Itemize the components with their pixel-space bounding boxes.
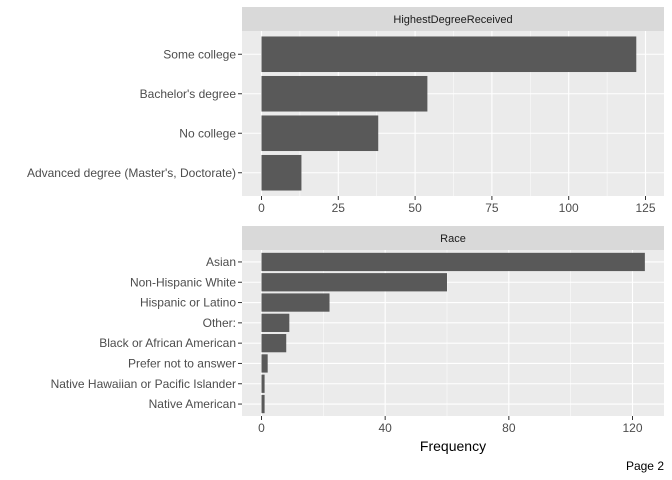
- x-tick-label-race: 40: [378, 421, 392, 435]
- x-tick-label-degree: 100: [559, 201, 579, 215]
- facet-title-degree: HighestDegreeReceived: [393, 14, 512, 26]
- page-number-label: Page 2: [625, 459, 664, 473]
- bar-degree-some-college: [261, 36, 637, 73]
- y-tick-label-race-native-american: Native American: [149, 397, 236, 411]
- bar-degree-bachelor-s-degree: [261, 75, 428, 112]
- x-tick-label-degree: 25: [332, 201, 346, 215]
- x-tick-label-degree: 125: [635, 201, 655, 215]
- chart-panel-highest-degree: HighestDegreeReceived Some college Bachelo…: [27, 7, 664, 215]
- x-tick-label-degree: 0: [258, 201, 265, 215]
- bar-race-native-hawaiian-or-pacific-islander: [261, 374, 265, 393]
- y-tick-label-degree-some-college: Some college: [163, 47, 236, 61]
- y-tick-label-race-asian: Asian: [206, 255, 236, 269]
- x-tick-label-race: 0: [258, 421, 265, 435]
- bar-race-non-hispanic-white: [261, 273, 447, 292]
- y-tick-label-degree-no-college: No college: [179, 126, 236, 140]
- bar-degree-advanced-degree-master-s-doctorate: [261, 154, 302, 191]
- bar-race-prefer-not-to-answer: [261, 354, 268, 373]
- bar-race-black-or-african-american: [261, 334, 287, 353]
- x-tick-label-degree: 50: [408, 201, 422, 215]
- bar-race-asian: [261, 252, 645, 272]
- facet-strip-degree: [242, 7, 664, 31]
- y-tick-label-race-black-or-african-american: Black or African American: [99, 336, 236, 350]
- y-tick-label-degree-advanced-degree-master-s-doctorate: Advanced degree (Master's, Doctorate): [27, 166, 236, 180]
- y-tick-label-degree-bachelor-s-degree: Bachelor's degree: [140, 87, 237, 101]
- chart-panel-race: Race Asian Non-Hispanic White Hispanic or L…: [51, 226, 664, 454]
- bar-race-hispanic-or-latino: [261, 293, 330, 312]
- bar-degree-no-college: [261, 115, 379, 152]
- x-tick-label-race: 80: [502, 421, 516, 435]
- x-tick-label-race: 120: [622, 421, 642, 435]
- y-tick-label-race-other: Other:: [203, 316, 236, 330]
- facet-strip-race: [242, 226, 664, 250]
- y-tick-label-race-non-hispanic-white: Non-Hispanic White: [130, 275, 236, 289]
- bar-race-native-american: [261, 394, 265, 414]
- y-tick-label-race-hispanic-or-latino: Hispanic or Latino: [140, 296, 236, 310]
- x-tick-label-degree: 75: [485, 201, 499, 215]
- bar-race-other: [261, 313, 290, 332]
- y-tick-label-race-prefer-not-to-answer: Prefer not to answer: [128, 356, 236, 370]
- x-axis-title: Frequency: [420, 438, 486, 454]
- facet-title-race: Race: [440, 233, 466, 245]
- y-tick-label-race-native-hawaiian-or-pacific-islander: Native Hawaiian or Pacific Islander: [51, 377, 236, 391]
